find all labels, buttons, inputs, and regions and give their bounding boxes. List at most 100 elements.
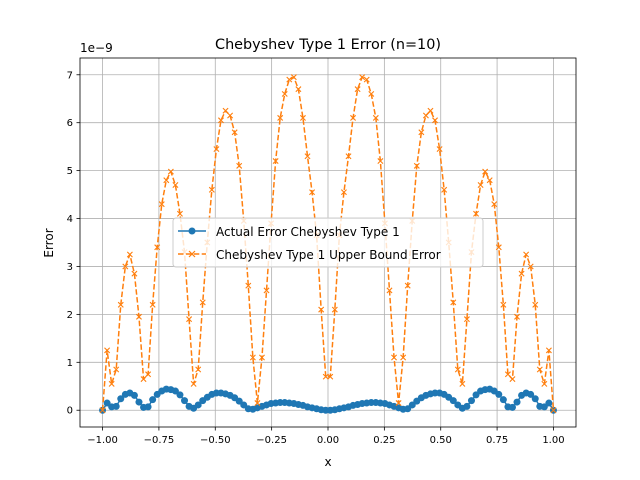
y-tick-label: 7 [67, 70, 73, 81]
data-point [523, 251, 530, 258]
data-point [514, 313, 521, 320]
data-point [295, 86, 302, 93]
data-point [176, 391, 184, 399]
legend-marker-bound [188, 250, 196, 258]
data-point [112, 402, 120, 410]
data-point [340, 189, 347, 196]
x-tick-label: −1.00 [87, 435, 118, 446]
x-tick-label: 1.00 [542, 435, 564, 446]
series-line-1 [101, 76, 555, 411]
data-point [167, 168, 174, 175]
data-point [186, 316, 193, 323]
data-point [158, 201, 165, 208]
data-point [217, 117, 224, 124]
x-axis-label: x [324, 455, 331, 469]
data-point [486, 177, 493, 184]
y-axis-label: Error [42, 228, 56, 257]
data-point [122, 263, 129, 270]
data-point [290, 74, 297, 81]
data-point [181, 397, 189, 405]
data-point [117, 395, 125, 403]
data-point [368, 90, 375, 97]
data-point [231, 129, 238, 136]
y-tick-label: 0 [67, 406, 73, 417]
data-point [245, 282, 252, 289]
data-point [418, 129, 425, 136]
data-point [363, 76, 370, 83]
data-point [372, 114, 379, 121]
data-point [541, 380, 548, 387]
y-tick-label: 1 [67, 358, 73, 369]
x-tick-label: −0.50 [200, 435, 231, 446]
data-point [449, 397, 457, 405]
legend: Actual Error Chebyshev Type 1 Chebyshev … [172, 217, 484, 268]
data-point [199, 299, 206, 306]
data-point [236, 162, 243, 169]
data-point [450, 299, 457, 306]
data-point [527, 263, 534, 270]
data-point [491, 201, 498, 208]
axis-ticks: −1.00 −0.75 −0.50 −0.25 0.00 0.25 0.50 0.75 1.00… [67, 70, 565, 446]
y-tick-label: 2 [67, 310, 73, 321]
data-point [117, 301, 124, 308]
data-point [482, 168, 489, 175]
data-point [144, 403, 152, 411]
data-point [463, 316, 470, 323]
data-point [495, 390, 503, 398]
data-point [550, 407, 557, 414]
data-point [508, 403, 516, 411]
x-tick-label: 0.50 [430, 435, 452, 446]
data-point [436, 146, 443, 153]
data-point [258, 354, 265, 361]
y-tick-label: 5 [67, 166, 73, 177]
data-point [140, 376, 147, 383]
data-point [318, 306, 325, 313]
data-point [499, 396, 507, 404]
legend-marker-actual [188, 227, 196, 235]
data-point [350, 114, 357, 121]
data-point [194, 401, 202, 409]
data-point [254, 400, 261, 407]
x-tick-label: 0.00 [317, 435, 339, 446]
data-point [545, 399, 553, 407]
data-point [172, 182, 179, 188]
data-point [149, 396, 157, 404]
data-point [377, 158, 384, 165]
y-tick-label: 6 [67, 118, 73, 129]
data-point [518, 270, 525, 277]
x-tick-label: 0.25 [373, 435, 395, 446]
legend-label-actual: Actual Error Chebyshev Type 1 [216, 225, 400, 239]
data-point [331, 306, 338, 313]
data-point [322, 373, 329, 380]
data-point [195, 366, 202, 373]
data-point [249, 354, 256, 361]
data-point [108, 380, 115, 387]
data-point [432, 117, 439, 124]
data-point [400, 354, 407, 361]
data-point [463, 402, 471, 410]
data-point [227, 112, 234, 119]
data-point [359, 74, 366, 81]
data-point [190, 380, 197, 387]
data-point [495, 244, 502, 251]
data-point [131, 270, 138, 277]
data-point [286, 76, 293, 83]
data-point [532, 301, 539, 308]
data-point [386, 287, 393, 294]
data-point [304, 153, 311, 160]
data-point [413, 162, 420, 169]
data-point [263, 287, 270, 294]
data-point [135, 313, 142, 320]
data-point [281, 90, 288, 97]
data-point [477, 182, 484, 188]
data-point [222, 107, 229, 114]
legend-frame [172, 217, 484, 268]
data-point [454, 366, 461, 373]
data-point [391, 354, 398, 361]
data-point [345, 153, 352, 160]
y-tick-label: 3 [67, 262, 73, 273]
data-point [99, 407, 106, 414]
data-point [154, 244, 161, 251]
